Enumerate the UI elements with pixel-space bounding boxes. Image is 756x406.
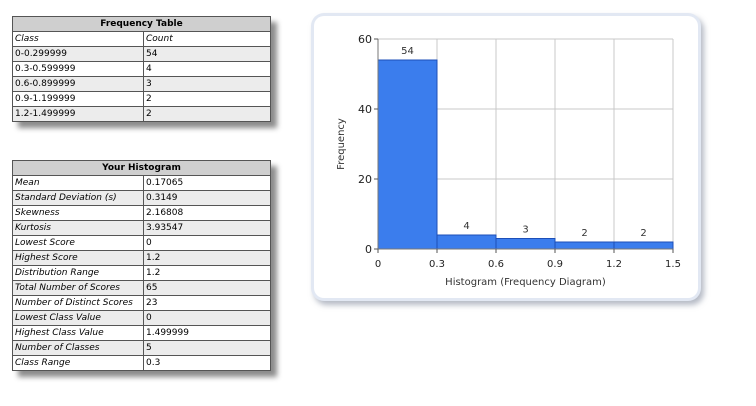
stat-value: 1.499999 xyxy=(143,325,271,341)
histogram-stats-table: Your Histogram Mean 0.17065 Standard Deviat… xyxy=(12,160,271,371)
stat-label: Lowest Score xyxy=(12,235,144,251)
histogram-bar xyxy=(613,241,674,250)
stat-label: Kurtosis xyxy=(12,220,144,236)
table-row: Distribution Range 1.2 xyxy=(12,265,271,281)
histogram-bar xyxy=(554,241,615,250)
bar-data-label: 3 xyxy=(522,225,528,236)
class-cell: 0.9-1.199999 xyxy=(12,91,144,107)
y-axis-title: Frequency xyxy=(336,118,347,170)
table-row: Total Number of Scores 65 xyxy=(12,280,271,296)
stat-value: 0.3149 xyxy=(143,190,271,206)
stat-label: Number of Distinct Scores xyxy=(12,295,144,311)
x-tick-label: 0.6 xyxy=(488,259,504,270)
x-tick-label: 1.2 xyxy=(606,259,622,270)
stat-value: 65 xyxy=(143,280,271,296)
stat-label: Highest Score xyxy=(12,250,144,266)
stat-value: 3.93547 xyxy=(143,220,271,236)
table-row: Lowest Score 0 xyxy=(12,235,271,251)
count-cell: 2 xyxy=(143,106,271,122)
class-cell: 0.3-0.599999 xyxy=(12,61,144,77)
table-row: Highest Class Value 1.499999 xyxy=(12,325,271,341)
table-row: 0-0.299999 54 xyxy=(12,46,271,62)
y-tick-label: 40 xyxy=(358,103,372,116)
stat-label: Highest Class Value xyxy=(12,325,144,341)
stat-value: 0 xyxy=(143,310,271,326)
count-cell: 4 xyxy=(143,61,271,77)
table-row: Mean 0.17065 xyxy=(12,175,271,191)
table-row: Skewness 2.16808 xyxy=(12,205,271,221)
x-tick-label: 1.5 xyxy=(665,259,681,270)
bar-data-label: 2 xyxy=(640,228,646,239)
table-row: Kurtosis 3.93547 xyxy=(12,220,271,236)
column-header-class: Class xyxy=(12,31,144,47)
bar-data-label: 54 xyxy=(401,46,414,57)
histogram-stats-header: Your Histogram xyxy=(12,160,271,176)
stat-value: 1.2 xyxy=(143,250,271,266)
histogram-chart-card: 54 4 3 2 2 0 20 40 60 0 0.3 0.6 0.9 1.2 1.5 Histogram (… xyxy=(314,16,698,298)
stat-value: 1.2 xyxy=(143,265,271,281)
stat-label: Lowest Class Value xyxy=(12,310,144,326)
frequency-table-title: Frequency Table xyxy=(12,16,271,32)
class-cell: 1.2-1.499999 xyxy=(12,106,144,122)
stat-label: Distribution Range xyxy=(12,265,144,281)
table-row: Number of Distinct Scores 23 xyxy=(12,295,271,311)
table-row: Lowest Class Value 0 xyxy=(12,310,271,326)
table-row: Highest Score 1.2 xyxy=(12,250,271,266)
stat-label: Mean xyxy=(12,175,144,191)
stat-label: Skewness xyxy=(12,205,144,221)
histogram-bar xyxy=(495,238,556,250)
class-cell: 0.6-0.899999 xyxy=(12,76,144,92)
stat-label: Number of Classes xyxy=(12,340,144,356)
stat-label: Standard Deviation (s) xyxy=(12,190,144,206)
y-tick-label: 0 xyxy=(365,243,372,256)
y-tick-label: 20 xyxy=(358,173,372,186)
frequency-table-header: Frequency Table xyxy=(12,16,271,32)
frequency-table-column-header: Class Count xyxy=(12,31,271,47)
class-cell: 0-0.299999 xyxy=(12,46,144,62)
x-tick-label: 0.9 xyxy=(547,259,563,270)
stat-label: Class Range xyxy=(12,355,144,371)
x-tick-label: 0.3 xyxy=(429,259,445,270)
stat-label: Total Number of Scores xyxy=(12,280,144,296)
column-header-count: Count xyxy=(143,31,271,47)
table-row: Class Range 0.3 xyxy=(12,355,271,371)
histogram-stats-title: Your Histogram xyxy=(12,160,271,176)
table-row: Standard Deviation (s) 0.3149 xyxy=(12,190,271,206)
frequency-table: Frequency Table Class Count 0-0.299999 54 0.3… xyxy=(12,16,271,122)
bar-data-label: 4 xyxy=(463,221,469,232)
count-cell: 54 xyxy=(143,46,271,62)
count-cell: 2 xyxy=(143,91,271,107)
histogram-bar xyxy=(377,59,438,250)
stat-value: 2.16808 xyxy=(143,205,271,221)
table-row: 0.9-1.199999 2 xyxy=(12,91,271,107)
table-row: 1.2-1.499999 2 xyxy=(12,106,271,122)
stat-value: 0.3 xyxy=(143,355,271,371)
x-axis-title: Histogram (Frequency Diagram) xyxy=(445,277,606,288)
count-cell: 3 xyxy=(143,76,271,92)
bar-data-label: 2 xyxy=(581,228,587,239)
table-row: 0.3-0.599999 4 xyxy=(12,61,271,77)
stat-value: 0.17065 xyxy=(143,175,271,191)
stat-value: 5 xyxy=(143,340,271,356)
histogram-bar xyxy=(436,234,497,250)
stat-value: 23 xyxy=(143,295,271,311)
x-tick-label: 0 xyxy=(375,259,381,270)
stat-value: 0 xyxy=(143,235,271,251)
table-row: 0.6-0.899999 3 xyxy=(12,76,271,92)
y-tick-label: 60 xyxy=(358,33,372,46)
table-row: Number of Classes 5 xyxy=(12,340,271,356)
